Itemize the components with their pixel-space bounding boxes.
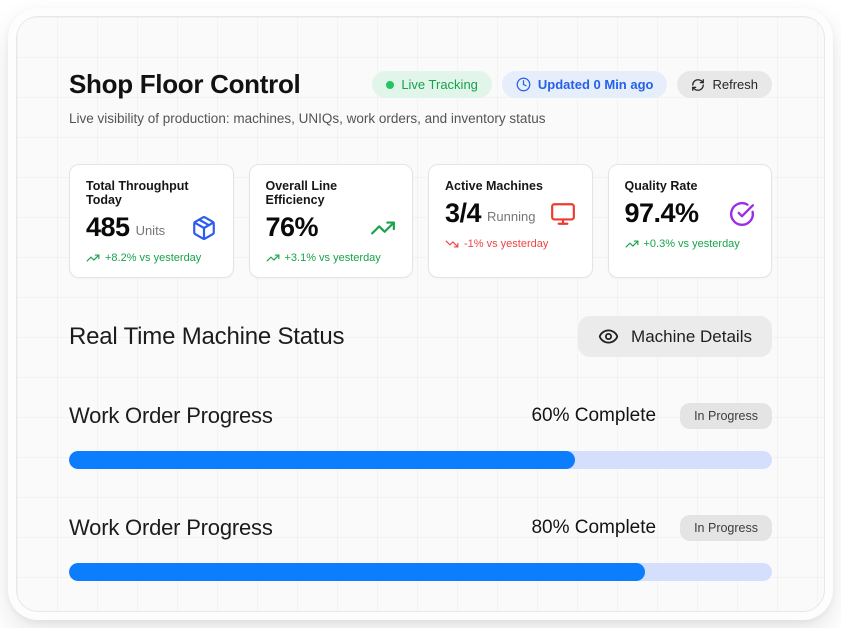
machine-status-section: Real Time Machine Status Machine Details bbox=[69, 316, 772, 357]
trending-up-icon bbox=[266, 251, 280, 265]
completion-label: 80% Complete bbox=[531, 517, 657, 538]
clock-icon bbox=[516, 77, 531, 92]
header-badges: Live Tracking Updated 0 Min ago Refresh bbox=[372, 71, 772, 98]
progress-bar-fill bbox=[69, 563, 646, 581]
work-order-row: Work Order Progress 60% Complete In Prog… bbox=[69, 403, 772, 469]
page-subtitle: Live visibility of production: machines,… bbox=[69, 111, 546, 126]
check-circle-icon bbox=[729, 201, 755, 227]
stat-trend-label: +8.2% vs yesterday bbox=[105, 252, 202, 264]
live-tracking-badge: Live Tracking bbox=[372, 71, 492, 98]
live-tracking-label: Live Tracking bbox=[401, 77, 478, 92]
dashboard-panel: Shop Floor Control Live Tracking Updated… bbox=[16, 16, 825, 612]
stat-trend-label: +0.3% vs yesterday bbox=[643, 238, 740, 250]
refresh-icon bbox=[691, 78, 705, 92]
dashboard-card: Shop Floor Control Live Tracking Updated… bbox=[8, 8, 833, 620]
progress-bar bbox=[69, 451, 772, 469]
eye-icon bbox=[598, 326, 619, 347]
updated-label: Updated 0 Min ago bbox=[537, 77, 654, 92]
stat-unit: Units bbox=[135, 223, 166, 238]
stat-trend-label: +3.1% vs yesterday bbox=[284, 252, 381, 264]
stat-label: Active Machines bbox=[445, 179, 543, 193]
stat-trend: +0.3% vs yesterday bbox=[625, 237, 756, 251]
stat-card-quality: Quality Rate 97.4% +0.3% vs yesterday bbox=[607, 164, 772, 278]
machine-details-label: Machine Details bbox=[631, 326, 752, 346]
stat-trend-label: -1% vs yesterday bbox=[464, 238, 549, 250]
page-title: Shop Floor Control bbox=[69, 69, 301, 99]
machine-details-button[interactable]: Machine Details bbox=[578, 316, 772, 357]
trending-up-icon bbox=[370, 215, 396, 241]
updated-badge: Updated 0 Min ago bbox=[501, 71, 668, 98]
stat-label: Quality Rate bbox=[624, 179, 698, 193]
status-badge: In Progress bbox=[680, 403, 772, 429]
stat-unit: Running bbox=[487, 209, 536, 224]
stat-value: 485 bbox=[86, 212, 130, 242]
progress-bar bbox=[69, 563, 772, 581]
stat-cards-row: Total Throughput Today 485 Units +8.2% v… bbox=[69, 164, 772, 278]
stat-label: Total Throughput Today bbox=[86, 179, 189, 207]
refresh-button[interactable]: Refresh bbox=[677, 71, 772, 98]
stat-trend: +8.2% vs yesterday bbox=[86, 251, 217, 265]
monitor-icon bbox=[550, 201, 576, 227]
stat-label: Overall Line Efficiency bbox=[265, 179, 338, 207]
stat-card-throughput: Total Throughput Today 485 Units +8.2% v… bbox=[69, 164, 234, 278]
stat-value: 97.4% bbox=[624, 198, 700, 228]
trending-up-icon bbox=[625, 237, 639, 251]
work-order-heading: Work Order Progress bbox=[69, 515, 273, 540]
dashboard-content: Shop Floor Control Live Tracking Updated… bbox=[17, 17, 824, 581]
live-dot-icon bbox=[386, 80, 395, 89]
machine-status-heading: Real Time Machine Status bbox=[69, 322, 345, 350]
header: Shop Floor Control Live Tracking Updated… bbox=[69, 69, 772, 100]
progress-bar-fill bbox=[69, 451, 576, 469]
package-icon bbox=[191, 215, 217, 241]
work-order-heading: Work Order Progress bbox=[69, 403, 273, 428]
trending-up-icon bbox=[86, 251, 100, 265]
status-badge: In Progress bbox=[680, 515, 772, 541]
stat-trend: -1% vs yesterday bbox=[445, 237, 576, 251]
stat-value: 3/4 bbox=[445, 198, 482, 228]
stat-value: 76% bbox=[265, 212, 319, 242]
stat-trend: +3.1% vs yesterday bbox=[266, 251, 397, 265]
trending-down-icon bbox=[445, 237, 459, 251]
stat-card-machines: Active Machines 3/4 Running -1% vs yeste… bbox=[428, 164, 593, 278]
work-order-row: Work Order Progress 80% Complete In Prog… bbox=[69, 515, 772, 581]
stat-card-efficiency: Overall Line Efficiency 76% +3.1% vs yes… bbox=[248, 164, 413, 278]
refresh-label: Refresh bbox=[712, 77, 758, 92]
completion-label: 60% Complete bbox=[531, 405, 657, 426]
